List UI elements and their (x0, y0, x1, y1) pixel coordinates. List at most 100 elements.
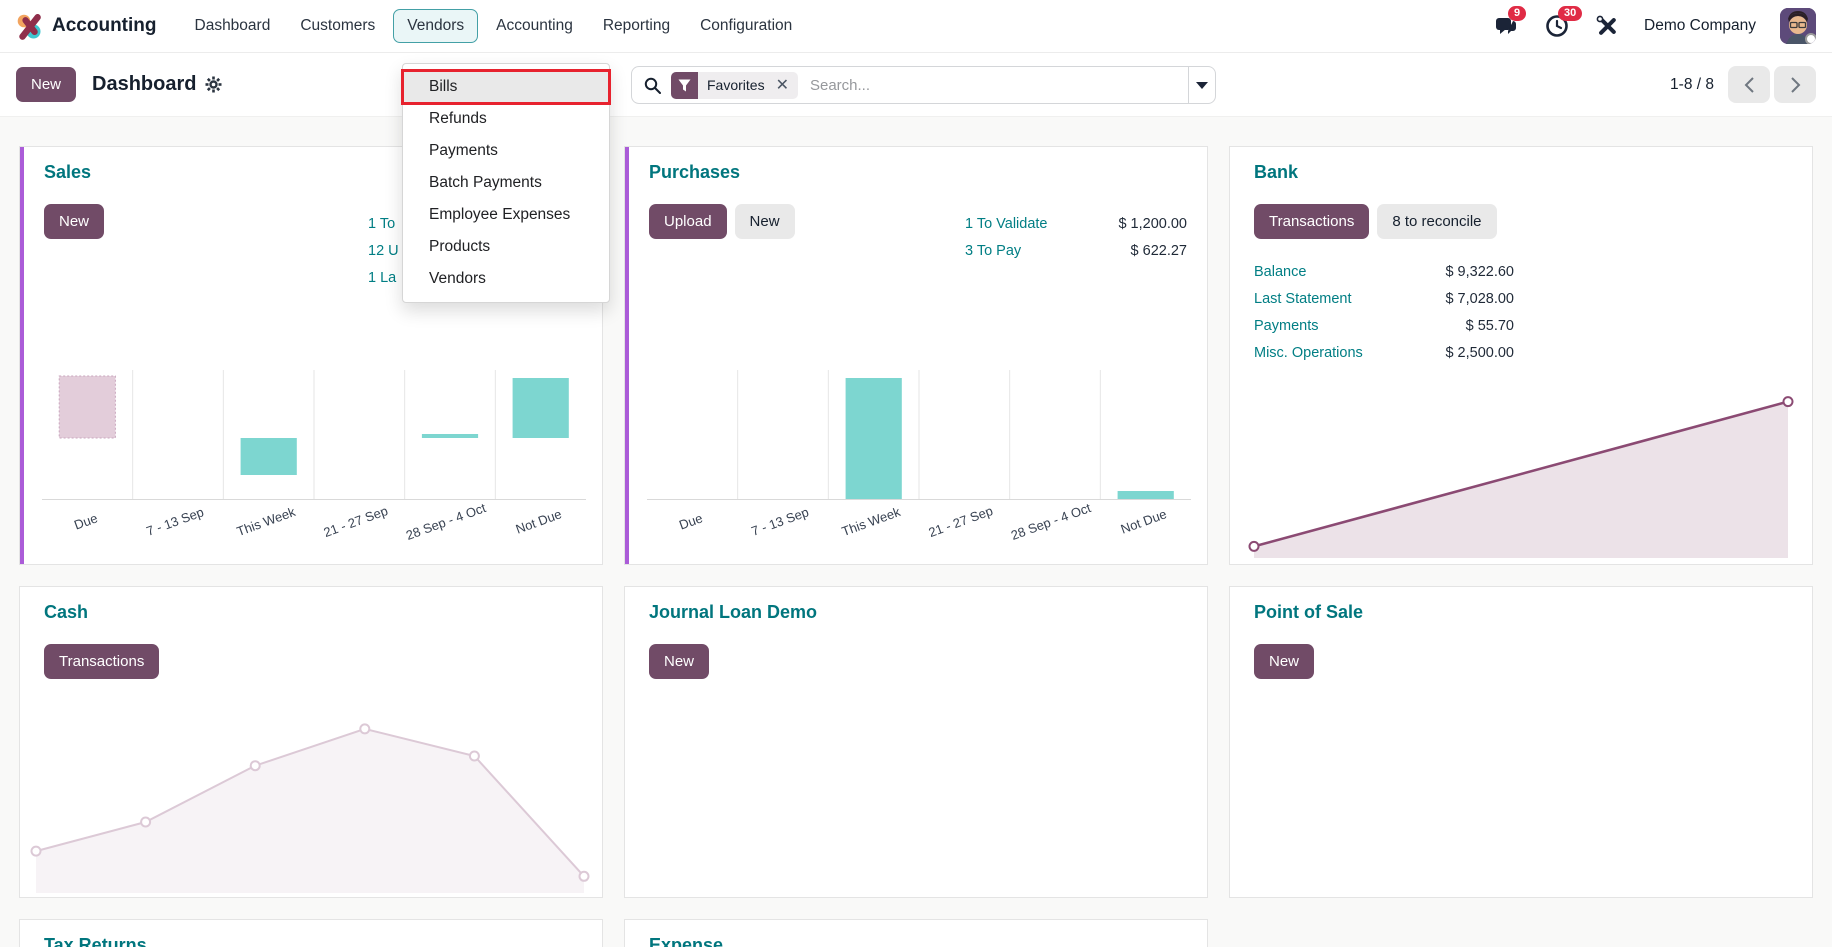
purchases-chart-x-labels: Due 7 - 13 Sep This Week 21 - 27 Sep 28 Sep … (647, 500, 1191, 556)
purchases-to-pay-link[interactable]: 3 To Pay (965, 243, 1022, 259)
point-of-sale-new-button[interactable]: New (1254, 644, 1315, 679)
menu-configuration[interactable]: Configuration (700, 17, 793, 34)
bank-card-title[interactable]: Bank (1254, 162, 1299, 182)
main-menu: Dashboard Customers Vendors Accounting R… (183, 9, 805, 43)
menu-item-bills[interactable]: Bills (401, 69, 611, 105)
messages-badge: 9 (1508, 6, 1527, 21)
sales-chart-x-labels: Due 7 - 13 Sep This Week 21 - 27 Sep 28 Sep … (42, 500, 586, 556)
point-of-sale-card-title[interactable]: Point of Sale (1254, 602, 1364, 622)
card-expense: Expense (624, 919, 1208, 947)
x-axis-label: 7 - 13 Sep (749, 504, 811, 539)
bank-transactions-button[interactable]: Transactions (1254, 204, 1370, 239)
expense-card-title[interactable]: Expense (649, 935, 724, 947)
sales-link-3[interactable]: 1 La (368, 270, 397, 286)
app-name[interactable]: Accounting (52, 15, 157, 36)
card-purchases: Purchases Upload New 1 To Validate $ 1,2… (624, 146, 1208, 565)
grid-spacer (1229, 919, 1813, 947)
gear-icon[interactable] (205, 76, 222, 93)
cash-card-title[interactable]: Cash (44, 602, 89, 622)
bank-misc-operations-amount: $ 2,500.00 (1445, 345, 1514, 361)
tools-button[interactable] (1594, 13, 1620, 39)
chevron-left-icon (1744, 76, 1754, 93)
sales-links: 1 To 12 U 1 La (368, 211, 399, 292)
sales-link-2[interactable]: 12 U (368, 243, 399, 259)
app-switcher[interactable]: Accounting (16, 13, 157, 40)
table-row: Misc. Operations $ 2,500.00 (1254, 340, 1514, 367)
sales-chart: Due 7 - 13 Sep This Week 21 - 27 Sep 28 Sep … (42, 370, 586, 558)
status-indicator (1805, 33, 1816, 44)
bank-balance-amount: $ 9,322.60 (1445, 264, 1514, 280)
search-input[interactable] (797, 76, 1188, 94)
filter-facet: Favorites ✕ (671, 71, 798, 99)
purchases-new-button[interactable]: New (734, 204, 795, 239)
new-button[interactable]: New (16, 67, 77, 102)
menu-vendors[interactable]: Vendors (393, 9, 479, 43)
page-title: Dashboard (92, 73, 197, 95)
sales-card-title[interactable]: Sales (44, 162, 92, 182)
menu-customers[interactable]: Customers (300, 17, 376, 34)
bank-reconcile-button[interactable]: 8 to reconcile (1377, 204, 1497, 239)
bank-chart (1248, 390, 1794, 558)
journal-loan-demo-new-button[interactable]: New (649, 644, 710, 679)
user-avatar[interactable] (1780, 8, 1816, 44)
purchases-chart: Due 7 - 13 Sep This Week 21 - 27 Sep 28 Sep … (647, 370, 1191, 558)
purchases-to-validate-amount: $ 1,200.00 (1118, 216, 1187, 232)
pager-value: 1-8 / 8 (1670, 75, 1714, 93)
purchases-to-validate-link[interactable]: 1 To Validate (965, 216, 1048, 232)
tools-icon (1596, 15, 1616, 35)
bank-payments-amount: $ 55.70 (1465, 318, 1514, 334)
purchases-summary: 1 To Validate $ 1,200.00 3 To Pay $ 622.… (965, 211, 1187, 265)
menu-item-vendors[interactable]: Vendors (429, 270, 486, 287)
pager-previous-button[interactable] (1728, 66, 1770, 103)
sales-new-button[interactable]: New (44, 204, 105, 239)
menu-reporting[interactable]: Reporting (602, 17, 671, 34)
bank-misc-operations-link[interactable]: Misc. Operations (1254, 345, 1363, 361)
activities-button[interactable]: 30 (1544, 6, 1583, 39)
search-icon (644, 77, 661, 94)
search-bar[interactable]: Favorites ✕ (631, 66, 1216, 104)
messages-button[interactable]: 9 (1494, 6, 1527, 39)
purchases-card-title[interactable]: Purchases (649, 162, 741, 182)
purchases-upload-button[interactable]: Upload (649, 204, 727, 239)
card-point-of-sale: Point of Sale New (1229, 586, 1813, 898)
purchases-chart-plot (647, 370, 1191, 500)
menu-item-employee-expenses[interactable]: Employee Expenses (429, 206, 571, 223)
x-axis-label: 7 - 13 Sep (144, 504, 206, 539)
table-row: 3 To Pay $ 622.27 (965, 238, 1187, 265)
menu-item-refunds[interactable]: Refunds (429, 110, 487, 127)
table-row: Balance $ 9,322.60 (1254, 259, 1514, 286)
bank-payments-link[interactable]: Payments (1254, 318, 1319, 334)
menu-item-products[interactable]: Products (429, 238, 491, 255)
top-navbar: Accounting Dashboard Customers Vendors A… (0, 0, 1832, 53)
avatar-image (1780, 8, 1816, 44)
menu-dashboard[interactable]: Dashboard (194, 17, 271, 34)
table-row: Last Statement $ 7,028.00 (1254, 286, 1514, 313)
x-axis-label: Due (72, 510, 100, 533)
menu-item-batch-payments[interactable]: Batch Payments (429, 174, 542, 191)
bank-balance-link[interactable]: Balance (1254, 264, 1307, 280)
menu-item-payments[interactable]: Payments (429, 142, 498, 159)
pager: 1-8 / 8 (1670, 66, 1816, 103)
x-axis-label: This Week (234, 503, 297, 540)
navbar-systray: 9 30 Demo Company (1494, 6, 1816, 44)
clock-icon (1546, 15, 1568, 37)
table-row: Payments $ 55.70 (1254, 313, 1514, 340)
x-axis-label: 21 - 27 Sep (321, 502, 391, 541)
company-switcher[interactable]: Demo Company (1644, 17, 1756, 34)
card-bank: Bank Transactions 8 to reconcile Balance… (1229, 146, 1813, 565)
accounting-app-logo-icon (17, 13, 41, 40)
chevron-right-icon (1790, 76, 1800, 93)
x-axis-label: Not Due (1118, 506, 1169, 537)
journal-loan-demo-card-title[interactable]: Journal Loan Demo (649, 602, 818, 622)
tax-returns-card-title[interactable]: Tax Returns (44, 935, 147, 947)
sales-link-1[interactable]: 1 To (368, 216, 396, 232)
facet-remove-button[interactable]: ✕ (775, 77, 789, 94)
activities-badge: 30 (1558, 6, 1583, 21)
bank-last-statement-link[interactable]: Last Statement (1254, 291, 1352, 307)
cash-transactions-button[interactable]: Transactions (44, 644, 160, 679)
search-dropdown-toggle[interactable] (1188, 67, 1215, 103)
menu-accounting[interactable]: Accounting (496, 17, 573, 34)
favorites-filter-icon (671, 71, 698, 99)
pager-next-button[interactable] (1774, 66, 1816, 103)
